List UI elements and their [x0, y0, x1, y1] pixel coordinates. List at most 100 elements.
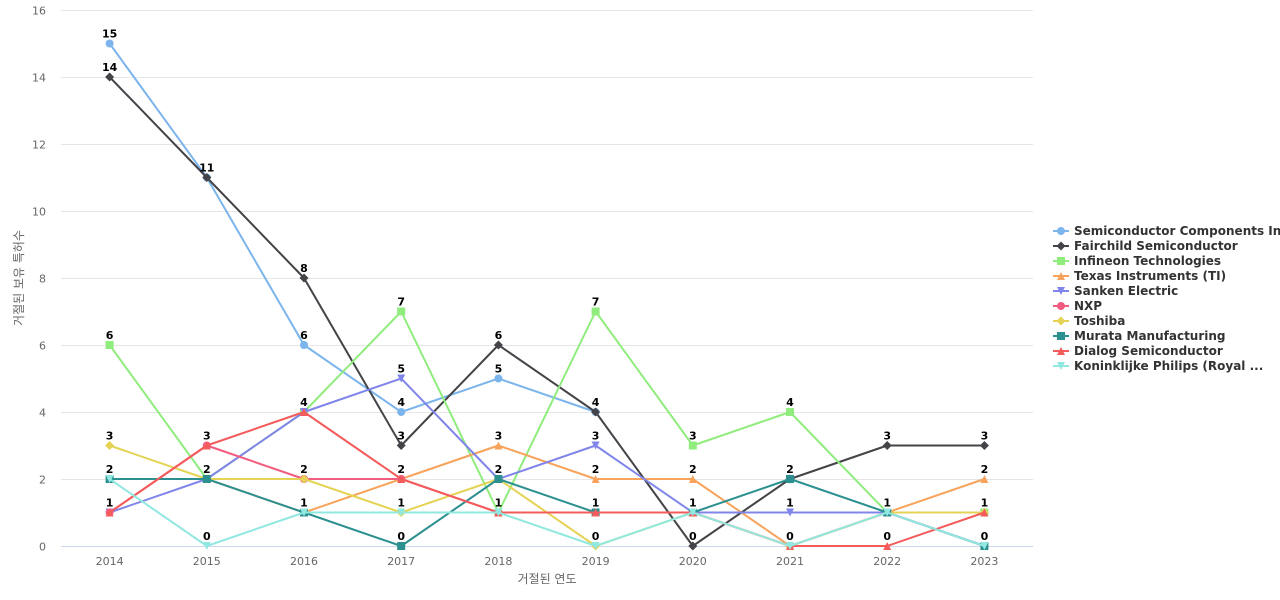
data-point[interactable] — [494, 475, 503, 483]
legend-item[interactable]: Toshiba — [1053, 314, 1125, 328]
data-point[interactable] — [494, 374, 503, 383]
data-label: 2 — [495, 463, 503, 476]
y-tick-label: 14 — [32, 72, 46, 85]
data-point[interactable] — [980, 475, 989, 483]
data-point[interactable] — [591, 508, 600, 517]
data-point[interactable] — [202, 475, 211, 483]
legend-marker[interactable] — [1057, 347, 1065, 355]
legend-label: NXP — [1074, 299, 1102, 313]
series-path — [108, 411, 986, 547]
data-label: 2 — [592, 463, 600, 476]
x-tick-label: 2016 — [290, 555, 318, 568]
data-point[interactable] — [883, 508, 892, 517]
data-point[interactable] — [591, 407, 601, 417]
data-point[interactable] — [202, 441, 211, 450]
legend-marker[interactable] — [1057, 257, 1065, 265]
legend-label: Dialog Semiconductor — [1074, 344, 1223, 358]
data-point[interactable] — [591, 475, 600, 483]
x-tick-label: 2014 — [96, 555, 124, 568]
data-point[interactable] — [397, 508, 406, 517]
data-point[interactable] — [397, 408, 406, 416]
data-label: 0 — [592, 530, 600, 543]
data-point[interactable] — [494, 508, 503, 517]
data-label: 0 — [786, 530, 794, 543]
data-label: 3 — [495, 430, 503, 443]
data-point[interactable] — [688, 508, 697, 517]
data-label: 1 — [786, 497, 794, 510]
legend-marker[interactable] — [1057, 272, 1065, 280]
data-point[interactable] — [493, 340, 503, 350]
legend: Semiconductor Components In...Fairchild … — [1053, 224, 1280, 373]
data-point[interactable] — [396, 441, 406, 450]
data-point[interactable] — [591, 441, 600, 450]
data-point[interactable] — [688, 441, 697, 450]
data-point[interactable] — [688, 541, 698, 551]
data-label: 2 — [786, 463, 794, 476]
data-point[interactable] — [397, 542, 406, 550]
x-tick-label: 2015 — [193, 555, 221, 568]
data-point[interactable] — [300, 508, 308, 517]
data-point[interactable] — [202, 173, 212, 182]
legend-item[interactable]: Fairchild Semiconductor — [1053, 239, 1238, 253]
series-line[interactable] — [105, 475, 989, 550]
data-point[interactable] — [105, 441, 115, 450]
data-point[interactable] — [786, 542, 794, 550]
series-line[interactable] — [105, 39, 600, 417]
data-point[interactable] — [299, 273, 309, 283]
y-tick-label: 16 — [32, 5, 46, 18]
legend-item[interactable]: Murata Manufacturing — [1053, 329, 1226, 343]
data-point[interactable] — [494, 441, 503, 450]
data-point[interactable] — [980, 542, 989, 550]
data-label: 1 — [981, 497, 989, 510]
data-label: 15 — [102, 28, 117, 41]
legend-item[interactable]: Sanken Electric — [1053, 284, 1178, 298]
data-point[interactable] — [300, 408, 308, 416]
data-point[interactable] — [786, 408, 794, 416]
data-point[interactable] — [979, 441, 989, 450]
legend-item[interactable]: NXP — [1053, 299, 1102, 313]
data-point[interactable] — [397, 374, 406, 383]
data-point[interactable] — [299, 474, 309, 484]
data-label: 4 — [786, 396, 794, 409]
x-tick-label: 2019 — [582, 555, 610, 568]
legend-item[interactable]: Infineon Technologies — [1053, 254, 1221, 268]
data-point[interactable] — [786, 475, 794, 483]
series-path — [108, 478, 986, 547]
data-point[interactable] — [105, 39, 114, 48]
data-point[interactable] — [397, 307, 406, 316]
data-point[interactable] — [397, 475, 406, 483]
data-point[interactable] — [980, 508, 989, 517]
legend-item[interactable]: Dialog Semiconductor — [1053, 344, 1223, 358]
legend-marker[interactable] — [1057, 302, 1065, 310]
legend-marker[interactable] — [1056, 241, 1066, 251]
data-label: 0 — [981, 530, 989, 543]
data-point[interactable] — [688, 475, 697, 483]
series-path — [108, 377, 986, 547]
legend-marker[interactable] — [1057, 362, 1065, 370]
data-point[interactable] — [105, 508, 114, 517]
data-point[interactable] — [883, 542, 892, 550]
data-label: 3 — [689, 430, 697, 443]
data-point[interactable] — [591, 542, 600, 550]
legend-marker[interactable] — [1057, 332, 1065, 340]
legend-marker[interactable] — [1057, 227, 1065, 235]
data-label: 1 — [495, 497, 503, 510]
data-point[interactable] — [105, 72, 115, 82]
legend-item[interactable]: Semiconductor Components In... — [1053, 224, 1280, 238]
legend-marker[interactable] — [1056, 316, 1066, 326]
data-label: 2 — [300, 463, 308, 476]
data-point[interactable] — [882, 441, 892, 450]
series-path — [108, 76, 986, 547]
legend-marker[interactable] — [1057, 287, 1065, 295]
data-point[interactable] — [591, 307, 600, 316]
data-point[interactable] — [786, 508, 794, 517]
data-label: 3 — [106, 430, 114, 443]
data-point[interactable] — [105, 341, 114, 349]
legend-item[interactable]: Texas Instruments (TI) — [1053, 269, 1226, 283]
data-point[interactable] — [202, 542, 211, 550]
data-point[interactable] — [105, 475, 114, 483]
legend-label: Koninklijke Philips (Royal ... — [1074, 359, 1263, 373]
legend-item[interactable]: Koninklijke Philips (Royal ... — [1053, 359, 1263, 373]
data-point[interactable] — [300, 341, 308, 349]
